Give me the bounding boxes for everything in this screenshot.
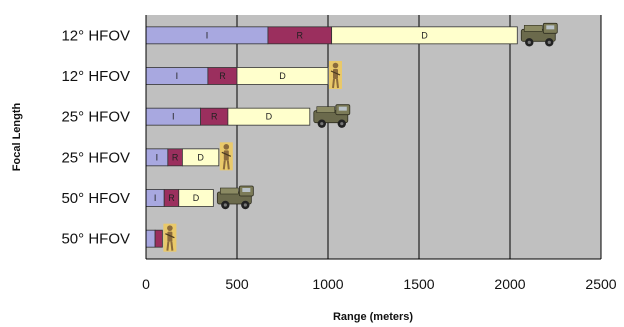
y-axis-title: Focal Length bbox=[11, 103, 23, 172]
x-tick-label: 2500 bbox=[585, 276, 616, 292]
bar-segment-d bbox=[178, 189, 214, 207]
x-tick-label: 1000 bbox=[312, 276, 343, 292]
segment-label: D bbox=[197, 152, 204, 162]
segment-label: D bbox=[421, 30, 428, 40]
vehicle-icon bbox=[520, 22, 558, 47]
segment-label: I bbox=[172, 112, 175, 122]
segment-label: I bbox=[154, 193, 157, 203]
segment-label: I bbox=[206, 30, 209, 40]
segment-label: I bbox=[156, 152, 159, 162]
bar-segment-d bbox=[181, 148, 220, 167]
category-label: 12° HFOV bbox=[61, 27, 130, 44]
segment-label: D bbox=[266, 112, 273, 122]
soldier-icon bbox=[219, 142, 233, 171]
category-label: 12° HFOV bbox=[61, 68, 130, 85]
vehicle-icon bbox=[313, 104, 351, 128]
x-axis-title: Range (meters) bbox=[333, 311, 413, 323]
category-labels: 12° HFOV 12° HFOV 25° HFOV 25° HFOV 50° HFOV… bbox=[61, 27, 130, 247]
category-label: 25° HFOV bbox=[61, 109, 130, 126]
x-tick-label: 1500 bbox=[403, 276, 434, 292]
category-label: 50° HFOV bbox=[61, 231, 130, 248]
bar-segment-r bbox=[154, 229, 163, 248]
bar-segment-i bbox=[145, 229, 156, 248]
bar-segment-d bbox=[331, 26, 518, 45]
target-icons bbox=[163, 22, 558, 252]
bars: I R D I R D I R D I R D I R D bbox=[145, 26, 518, 248]
gridlines bbox=[236, 15, 602, 259]
segment-label: I bbox=[176, 71, 179, 81]
plot-area bbox=[146, 15, 601, 259]
category-label: 25° HFOV bbox=[61, 149, 130, 166]
segment-label: R bbox=[168, 193, 175, 203]
segment-label: R bbox=[297, 30, 304, 40]
vehicle-icon bbox=[216, 185, 254, 210]
segment-label: R bbox=[219, 71, 226, 81]
bar-segment-d bbox=[236, 67, 329, 85]
soldier-icon bbox=[163, 223, 177, 252]
x-tick-label: 2000 bbox=[494, 276, 525, 292]
segment-label: R bbox=[172, 152, 179, 162]
category-label: 50° HFOV bbox=[61, 190, 130, 207]
x-tick-label: 500 bbox=[225, 276, 249, 292]
segment-label: D bbox=[279, 71, 286, 81]
x-tick-label: 0 bbox=[142, 276, 150, 292]
soldier-icon bbox=[329, 61, 342, 89]
segment-label: R bbox=[211, 112, 218, 122]
x-tick-labels: 0 500 1000 1500 2000 2500 bbox=[142, 276, 617, 292]
bar-segment-d bbox=[227, 107, 311, 126]
segment-label: D bbox=[193, 193, 200, 203]
